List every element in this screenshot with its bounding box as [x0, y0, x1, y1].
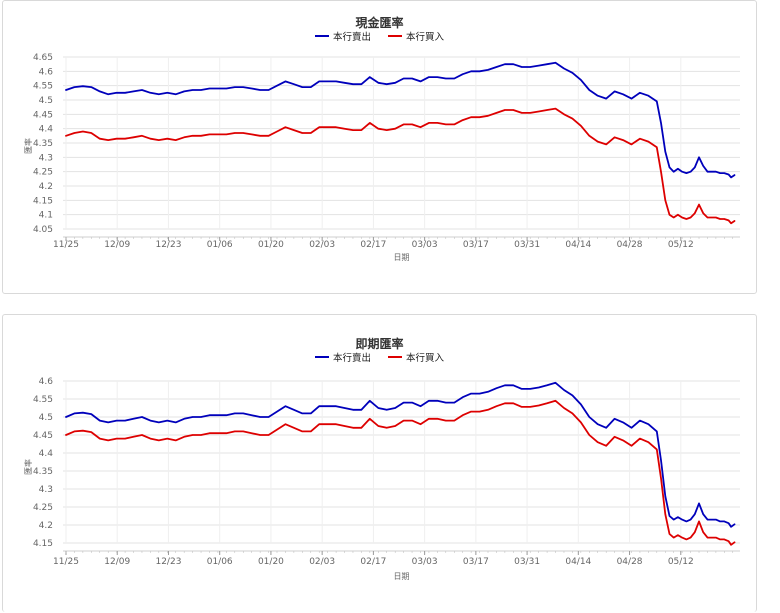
y-tick-label: 4.45 [33, 431, 53, 441]
x-tick-label: 02/03 [309, 557, 335, 567]
chart-title: 即期匯率 [355, 337, 404, 351]
y-tick-label: 4.45 [33, 110, 53, 120]
y-tick-label: 4.05 [33, 225, 53, 235]
y-tick-label: 4.15 [33, 539, 53, 549]
y-tick-label: 4.55 [33, 82, 53, 92]
x-tick-label: 01/06 [207, 557, 233, 567]
x-tick-label: 12/09 [104, 240, 130, 250]
y-tick-label: 4.1 [39, 211, 53, 221]
x-tick-label: 12/23 [155, 557, 181, 567]
y-tick-label: 4.4 [39, 125, 54, 135]
legend-label: 本行賣出 [332, 32, 371, 43]
x-tick-label: 02/17 [360, 240, 386, 250]
x-tick-label: 02/17 [360, 557, 386, 567]
y-tick-label: 4.35 [33, 139, 53, 149]
x-tick-label: 02/03 [309, 240, 335, 250]
x-tick-label: 05/12 [668, 240, 694, 250]
legend-item-buy[interactable]: 本行買入 [388, 29, 444, 43]
spot-rate-chart-panel: 即期匯率 本行賣出 本行買入 4.15 4.2 4.25 4.3 4.35 4.4 4.45… [2, 314, 757, 612]
y-tick-label: 4.4 [39, 449, 54, 459]
y-tick-label: 4.3 [39, 485, 53, 495]
x-tick-label: 03/03 [412, 240, 438, 250]
sell-rate-line [65, 61, 736, 179]
x-tick-label: 11/25 [53, 557, 79, 567]
x-tick-label: 03/03 [412, 557, 438, 567]
x-tick-label: 03/31 [514, 557, 540, 567]
buy-rate-line [65, 399, 736, 546]
sell-rate-line [65, 381, 736, 528]
y-axis-label: 匯率 [23, 459, 33, 475]
y-tick-label: 4.25 [33, 503, 53, 513]
legend-label: 本行買入 [406, 353, 445, 364]
cash-rate-chart-panel: 現金匯率 本行賣出 本行買入 4.05 4.1 4.15 4.2 4.25 4.3 4.35… [2, 0, 757, 294]
y-tick-label: 4.3 [39, 153, 53, 163]
y-tick-label: 4.5 [39, 413, 53, 423]
buy-rate-line [65, 107, 736, 225]
x-tick-label: 11/25 [53, 240, 79, 250]
x-tick-label: 04/14 [565, 240, 591, 250]
chart-legend: 本行賣出 本行買入 [3, 350, 756, 364]
spot-rate-plot: 4.15 4.2 4.25 4.3 4.35 4.4 4.45 4.5 4.55 4.6 11/25… [23, 377, 740, 581]
legend-line-icon [388, 356, 403, 358]
x-tick-label: 12/23 [155, 240, 181, 250]
legend-line-icon [314, 35, 329, 37]
x-tick-label: 12/09 [104, 557, 130, 567]
legend-item-sell[interactable]: 本行賣出 [314, 29, 371, 43]
x-tick-label: 04/28 [617, 557, 643, 567]
cash-rate-plot: 4.05 4.1 4.15 4.2 4.25 4.3 4.35 4.4 4.45 4.5 4.55 4… [23, 53, 740, 262]
y-tick-label: 4.25 [33, 168, 53, 178]
chart-title: 現金匯率 [355, 16, 404, 30]
y-tick-label: 4.15 [33, 196, 53, 206]
legend-label: 本行買入 [406, 32, 445, 43]
y-axis-label: 匯率 [23, 138, 33, 154]
x-tick-label: 01/20 [258, 557, 284, 567]
y-tick-label: 4.6 [39, 377, 54, 387]
y-tick-label: 4.55 [33, 395, 53, 405]
legend-line-icon [314, 356, 329, 358]
y-tick-label: 4.35 [33, 467, 53, 477]
x-tick-label: 03/17 [463, 557, 489, 567]
legend-line-icon [388, 35, 403, 37]
y-tick-label: 4.65 [33, 53, 53, 63]
legend-label: 本行賣出 [332, 353, 371, 364]
y-tick-label: 4.2 [39, 182, 53, 192]
legend-item-buy[interactable]: 本行買入 [388, 350, 444, 364]
y-tick-label: 4.2 [39, 521, 53, 531]
legend-item-sell[interactable]: 本行賣出 [314, 350, 371, 364]
x-axis-label: 日期 [394, 572, 410, 581]
x-tick-label: 04/28 [617, 240, 643, 250]
x-tick-label: 01/20 [258, 240, 284, 250]
x-tick-label: 03/31 [514, 240, 540, 250]
x-tick-label: 04/14 [565, 557, 591, 567]
x-tick-label: 03/17 [463, 240, 489, 250]
y-tick-label: 4.6 [39, 67, 54, 77]
x-axis-label: 日期 [394, 253, 410, 262]
x-tick-label: 05/12 [668, 557, 694, 567]
x-tick-label: 01/06 [207, 240, 233, 250]
chart-legend: 本行賣出 本行買入 [3, 29, 756, 43]
y-tick-label: 4.5 [39, 96, 53, 106]
